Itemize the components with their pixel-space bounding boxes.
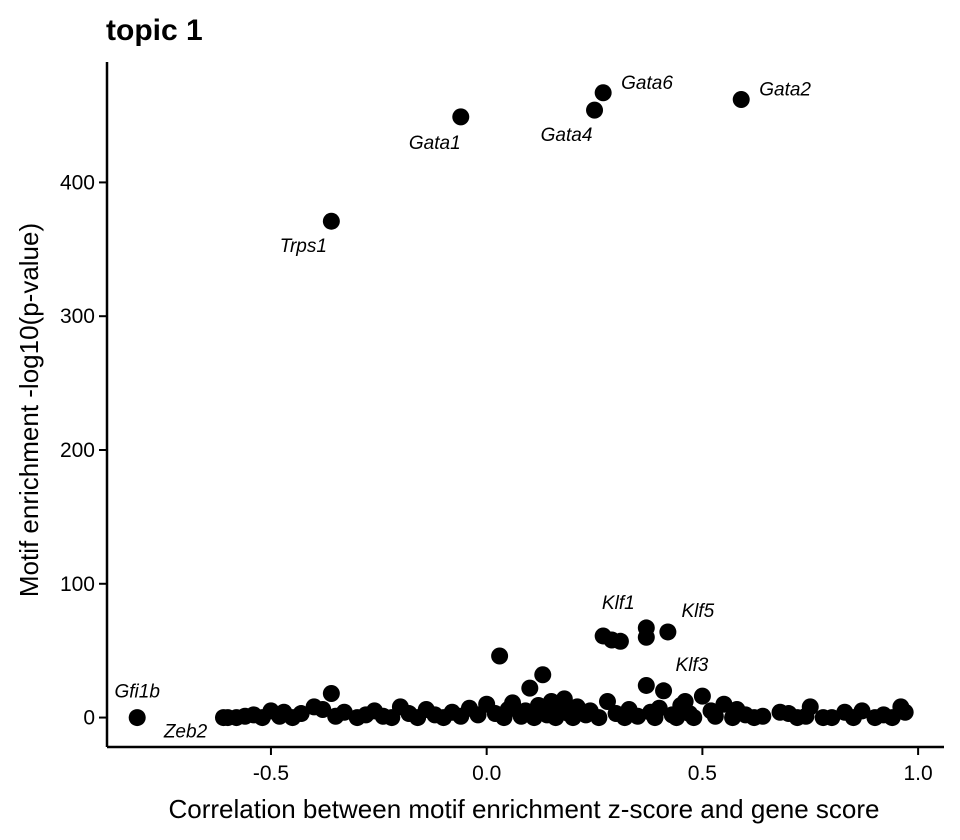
data-point	[612, 633, 629, 650]
data-point	[685, 709, 702, 726]
labeled-point	[638, 619, 655, 636]
labeled-point	[323, 213, 340, 230]
y-tick-label: 100	[60, 573, 95, 596]
labeled-point	[595, 84, 612, 101]
gene-label: Gata4	[541, 125, 593, 146]
labeled-point	[452, 108, 469, 125]
gene-labels: Gata6 Gata2 Gata1 Gata4 Trps1 Klf1 Klf5 Klf3 Gfi…	[114, 73, 811, 743]
gene-label: Gfi1b	[114, 682, 159, 703]
y-tick-label: 300	[60, 305, 95, 328]
y-tick-label: 200	[60, 439, 95, 462]
y-tick-label: 0	[83, 707, 95, 730]
data-point	[754, 708, 771, 725]
labeled-point	[659, 623, 676, 640]
gene-label: Klf3	[676, 655, 709, 676]
gene-label: Gata1	[409, 133, 461, 154]
labeled-point	[215, 709, 232, 726]
x-tick-label: 1.0	[904, 762, 933, 785]
data-point	[254, 709, 271, 726]
data-point	[323, 685, 340, 702]
data-point	[694, 688, 711, 705]
data-point	[707, 708, 724, 725]
gene-label: Klf5	[682, 601, 715, 622]
gene-label: Zeb2	[163, 722, 208, 743]
data-point	[293, 705, 310, 722]
x-tick-label: -0.5	[253, 762, 289, 785]
x-axis-label: Correlation between motif enrichment z-s…	[168, 794, 879, 824]
x-tick-label: 0.5	[688, 762, 717, 785]
data-point	[897, 704, 914, 721]
data-point	[590, 709, 607, 726]
labeled-point	[655, 682, 672, 699]
y-tick-label: 400	[60, 171, 95, 194]
data-point	[491, 648, 508, 665]
data-point	[638, 677, 655, 694]
y-axis: 0 100 200 300 400	[60, 62, 107, 747]
gene-label: Gata6	[621, 73, 673, 94]
labeled-point	[129, 709, 146, 726]
data-point	[534, 666, 551, 683]
gene-label: Klf1	[602, 593, 635, 614]
data-points	[129, 84, 914, 726]
x-axis: -0.5 0.0 0.5 1.0	[107, 747, 944, 785]
data-point	[521, 680, 538, 697]
data-point	[797, 708, 814, 725]
labeled-point	[733, 91, 750, 108]
x-tick-label: 0.0	[472, 762, 501, 785]
gene-label: Gata2	[759, 79, 811, 100]
y-axis-label: Motif enrichment -log10(p-value)	[14, 223, 44, 597]
gene-label: Trps1	[280, 236, 327, 257]
labeled-point	[586, 102, 603, 119]
chart-title: topic 1	[106, 14, 203, 47]
